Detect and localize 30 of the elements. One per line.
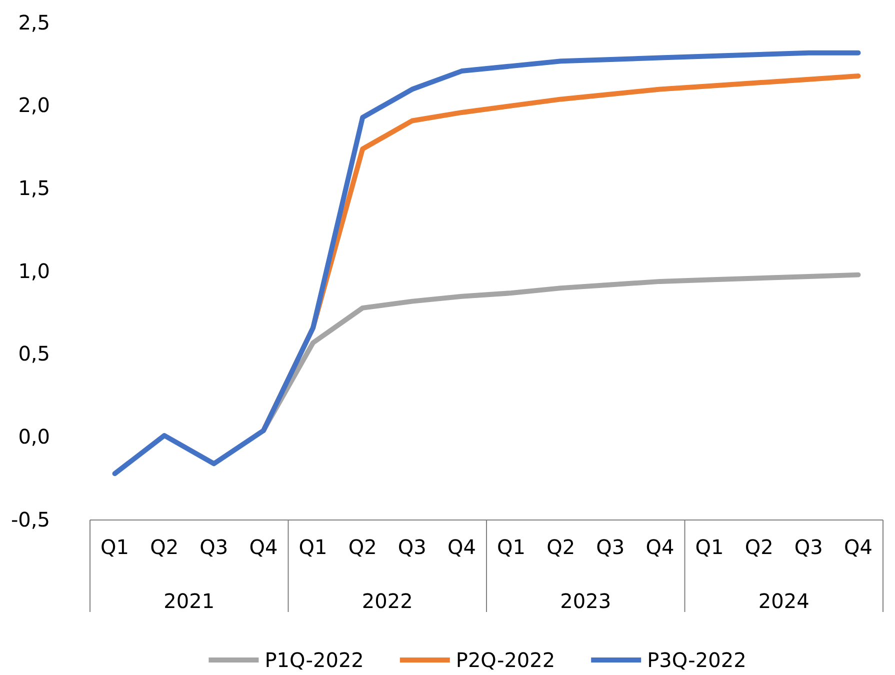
x-tick-label: Q2 xyxy=(150,535,179,559)
x-tick-label: Q2 xyxy=(744,535,774,559)
x-tick-label: Q3 xyxy=(794,535,823,559)
x-tick-label: Q4 xyxy=(249,535,278,559)
x-tick-label: Q1 xyxy=(298,535,328,559)
y-tick-label: 1,5 xyxy=(18,176,50,200)
y-tick-label: -0,5 xyxy=(10,507,50,532)
x-tick-label: Q3 xyxy=(596,535,625,559)
y-tick-label: 2,5 xyxy=(18,10,50,34)
x-tick-label: Q4 xyxy=(844,535,872,559)
y-tick-label: 2,0 xyxy=(18,93,50,118)
x-tick-label: Q4 xyxy=(646,535,674,559)
y-tick-label: 1,0 xyxy=(18,258,50,283)
y-tick-label: 0,5 xyxy=(18,342,50,366)
text: 2022 xyxy=(362,589,413,613)
x-tick-label: Q1 xyxy=(497,535,526,559)
text: 2021 xyxy=(164,589,215,613)
x-tick-label: Q3 xyxy=(398,535,426,559)
x-tick-label: Q1 xyxy=(695,535,724,559)
x-tick-label: Q2 xyxy=(348,535,377,559)
x-tick-label: Q1 xyxy=(100,535,130,559)
legend-label: P2Q-2022 xyxy=(456,648,556,672)
text: 2023 xyxy=(560,589,612,613)
x-tick-label: Q2 xyxy=(546,535,576,559)
legend-label: P1Q-2022 xyxy=(264,648,364,672)
x-tick-label: Q3 xyxy=(200,535,228,559)
legend-label: P3Q-2022 xyxy=(647,648,746,672)
x-tick-label: Q4 xyxy=(447,535,476,559)
text: 2024 xyxy=(758,589,810,613)
y-tick-label: 0,0 xyxy=(18,424,50,449)
